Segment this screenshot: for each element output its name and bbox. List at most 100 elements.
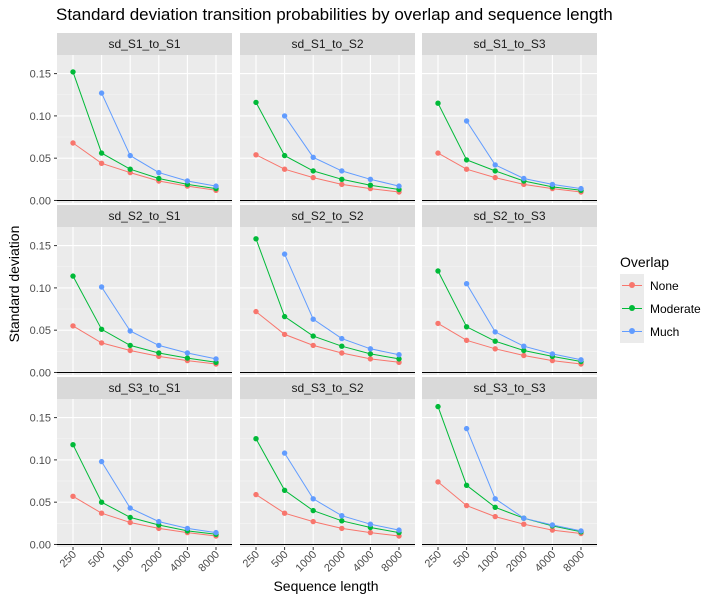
series-line-moderate [255, 238, 400, 360]
legend: Overlap None Moderate Much [620, 254, 701, 343]
data-point-none [492, 513, 498, 520]
data-point-none [253, 491, 259, 498]
data-point-much [127, 152, 133, 159]
data-point-none [127, 519, 133, 526]
data-point-none [463, 337, 470, 343]
data-point-none [98, 160, 105, 166]
data-point-moderate [127, 514, 133, 521]
x-tick-label: 500 [86, 549, 107, 570]
data-point-much [578, 357, 584, 363]
x-tick-label: 2000 [504, 549, 530, 575]
facet-strip [422, 205, 597, 227]
series-line-none [255, 311, 400, 363]
data-point-much [521, 175, 527, 182]
data-point-none [127, 347, 133, 354]
data-point-much [213, 356, 219, 362]
data-point-moderate [521, 347, 527, 354]
series-line-none [72, 142, 217, 191]
data-point-none [339, 350, 345, 356]
facet-strip-label: sd_S2_to_S3 [473, 209, 545, 223]
legend-key-much [620, 320, 644, 343]
data-point-much [549, 351, 556, 357]
data-point-moderate [435, 268, 441, 274]
y-tick-label: 0.15 [30, 69, 51, 81]
data-point-none [310, 342, 316, 349]
data-point-moderate [127, 342, 133, 349]
data-point-moderate [310, 168, 316, 174]
data-point-none [253, 152, 259, 158]
data-point-none [367, 529, 374, 536]
x-tick-label: 4000 [533, 549, 559, 575]
data-point-much [549, 522, 556, 528]
data-point-much [396, 352, 402, 358]
data-point-much [127, 505, 133, 511]
data-point-moderate [253, 436, 259, 442]
data-point-moderate [492, 504, 498, 510]
data-point-much [156, 342, 162, 349]
data-point-none [70, 323, 76, 329]
y-tick-label: 0.05 [30, 325, 51, 337]
series-line-none [437, 322, 582, 365]
data-point-much [184, 178, 191, 184]
chart-title: Standard deviation transition probabilit… [56, 5, 613, 24]
panel-background [240, 227, 415, 375]
panel-background [240, 399, 415, 547]
data-point-much [521, 515, 527, 521]
data-point-none [98, 340, 105, 346]
data-point-moderate [253, 236, 259, 242]
data-point-much [521, 343, 527, 349]
facet-panel: sd_S2_to_S3 [422, 205, 597, 375]
facet-strip [240, 377, 415, 399]
data-point-much [492, 162, 498, 168]
x-tick-label: 4000 [351, 549, 377, 575]
data-point-much [310, 496, 316, 502]
data-point-none [70, 493, 76, 499]
data-point-much [578, 185, 584, 192]
legend-key-moderate [620, 297, 644, 320]
legend-item-moderate: Moderate [620, 297, 701, 320]
series-line-none [72, 325, 217, 365]
facet-strip-label: sd_S3_to_S2 [291, 381, 363, 395]
data-point-none [521, 352, 527, 359]
data-point-none [310, 174, 316, 181]
data-point-much [156, 169, 162, 176]
facet-strip-label: sd_S2_to_S1 [108, 209, 180, 223]
legend-label-moderate: Moderate [650, 301, 701, 316]
panel-background [422, 227, 597, 375]
facet-strip [422, 377, 597, 399]
data-point-moderate [310, 333, 316, 339]
data-point-moderate [184, 355, 191, 361]
data-point-none [281, 510, 288, 516]
series-line-moderate [72, 71, 217, 190]
data-point-much [98, 90, 105, 96]
data-point-none [549, 527, 556, 533]
panel-background [57, 227, 232, 375]
data-point-none [339, 525, 345, 532]
facet-panel: sd_S1_to_S2 [240, 33, 415, 203]
data-point-much [310, 316, 316, 322]
data-point-none [253, 308, 259, 315]
series-line-none [437, 481, 582, 534]
facet-strip [57, 33, 232, 55]
data-point-much [339, 168, 345, 174]
x-tick-label: 8000 [196, 549, 222, 575]
data-point-moderate [435, 403, 441, 410]
series-line-moderate [72, 444, 217, 535]
data-point-much [184, 350, 191, 356]
data-point-much [281, 450, 288, 456]
facet-strip [57, 377, 232, 399]
legend-label-much: Much [650, 324, 680, 339]
facet-panel: sd_S1_to_S3 [422, 33, 597, 203]
series-line-moderate [437, 270, 582, 362]
data-point-much [367, 176, 374, 182]
data-point-none [521, 521, 527, 527]
data-point-moderate [435, 100, 441, 106]
data-point-none [70, 140, 76, 146]
data-point-moderate [98, 499, 105, 505]
data-point-none [98, 510, 105, 516]
facet-strip-label: sd_S3_to_S3 [473, 381, 545, 395]
legend-point-none [629, 282, 635, 288]
data-point-none [463, 502, 470, 509]
y-tick-label: 0.15 [30, 241, 51, 253]
